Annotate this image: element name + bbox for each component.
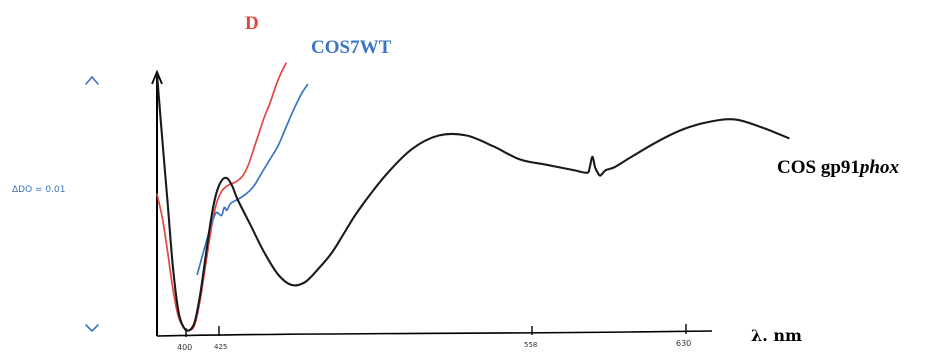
x-tick-label-630: 630: [676, 339, 691, 348]
y-axis-arrowhead: [151, 69, 163, 85]
scale-bar: ΔDO = 0.01: [12, 75, 99, 333]
series-layer: [155, 62, 790, 332]
scale-bar-top-arrow: [85, 75, 99, 85]
scale-bar-label: ΔDO = 0.01: [12, 185, 65, 195]
series-label-d: D: [245, 13, 259, 34]
x-tick-label-558: 558: [524, 341, 537, 349]
series-label-gp91-italic: phox: [858, 157, 900, 178]
scale-bar-bottom-arrow: [85, 324, 99, 333]
series-label-cos7wt: COS7WT: [311, 37, 392, 58]
axes: 400 425 558 630: [151, 69, 713, 352]
series-label-cos-gp91phox: COS gp91phox: [777, 157, 899, 178]
series-line-d: [156, 62, 287, 332]
x-axis-unit-label: λ. nm: [751, 326, 802, 345]
series-label-gp91-prefix: COS gp91: [777, 157, 860, 178]
series-line-cos7wt: [196, 83, 309, 276]
x-axis-line: [156, 330, 713, 337]
series-line-cos-gp91phox: [155, 72, 790, 332]
x-tick-label-425: 425: [214, 343, 227, 351]
x-tick-label-400: 400: [177, 343, 192, 352]
